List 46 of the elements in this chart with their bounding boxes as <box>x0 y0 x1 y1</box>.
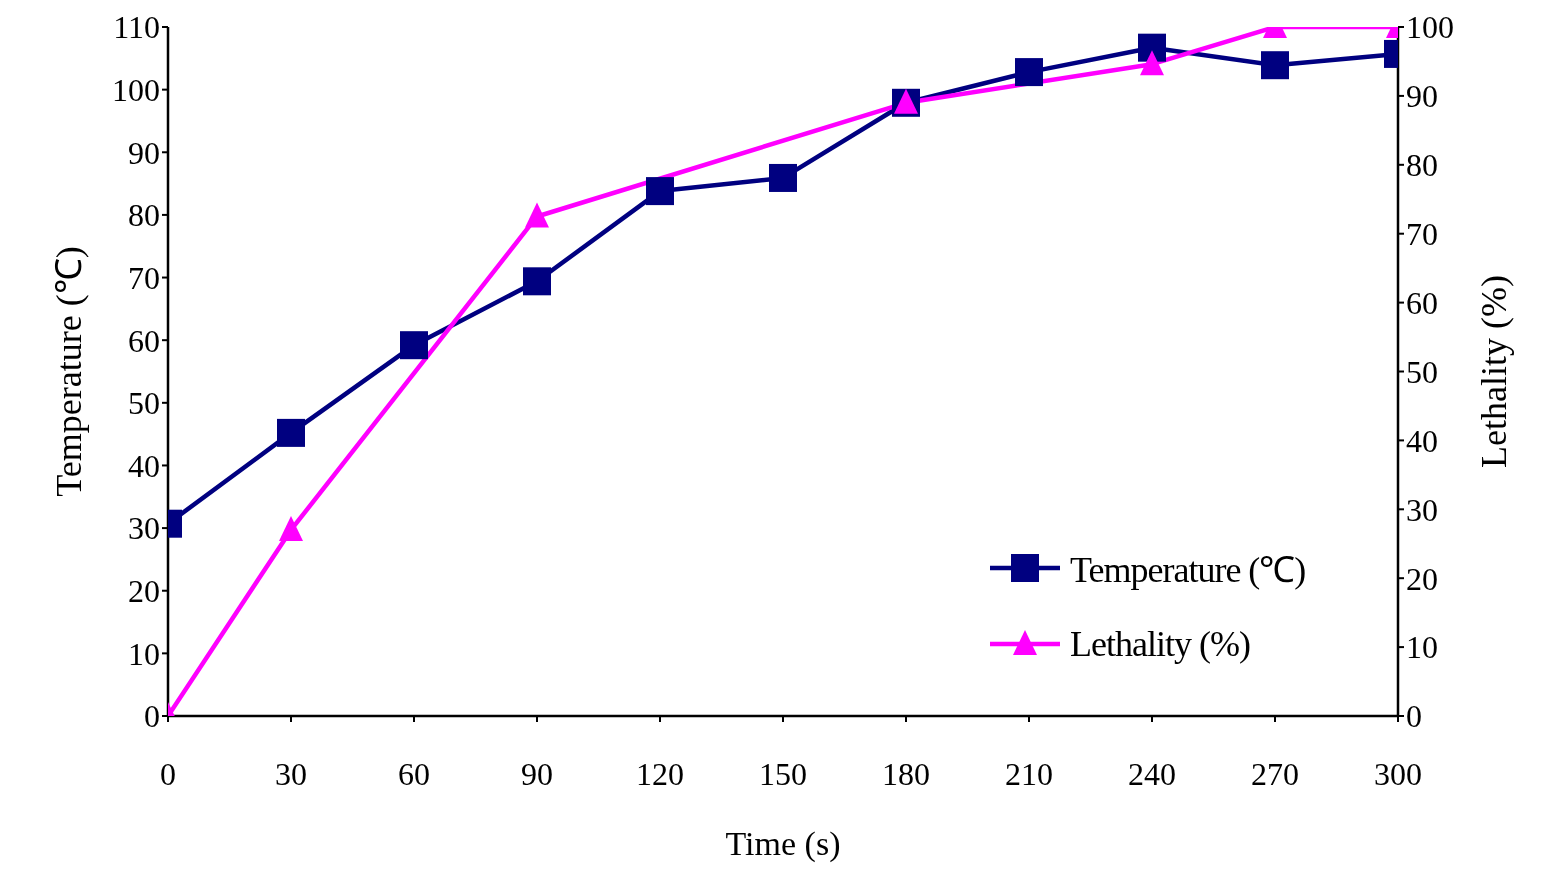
legend-label: Lethality (%) <box>1070 623 1250 665</box>
y2-tick-label: 0 <box>1406 698 1422 735</box>
y-tick-label: 20 <box>128 573 160 610</box>
y2-tick-label: 10 <box>1406 629 1438 666</box>
y2-tick-label: 60 <box>1406 284 1438 321</box>
x-tick-label: 120 <box>636 755 684 792</box>
x-tick-label: 60 <box>398 755 430 792</box>
legend-label: Temperature (℃) <box>1070 548 1306 592</box>
y2-tick-label: 30 <box>1406 491 1438 528</box>
x-tick-label: 150 <box>759 755 807 792</box>
y-tick-label: 100 <box>112 72 160 108</box>
y-tick-label: 10 <box>128 635 160 672</box>
y2-axis-title: Lethality (%) <box>1473 275 1514 468</box>
y2-tick-label: 20 <box>1406 560 1438 597</box>
point <box>769 163 797 192</box>
y2-tick-label: 70 <box>1406 216 1438 253</box>
y-tick-label: 0 <box>144 698 160 735</box>
x-axis-title: Time (s) <box>725 825 841 864</box>
y-tick-label: 30 <box>128 510 160 547</box>
y2-tick-label: 80 <box>1406 147 1438 184</box>
point <box>523 267 551 296</box>
point <box>646 177 674 206</box>
x-tick-label: 270 <box>1251 755 1299 792</box>
x-tick-label: 210 <box>1005 755 1053 792</box>
y-tick-label: 40 <box>128 447 160 484</box>
point <box>277 418 305 447</box>
point <box>1015 58 1043 87</box>
point <box>1138 33 1166 62</box>
y-tick-label: 50 <box>128 385 160 422</box>
y-tick-label: 60 <box>128 322 160 359</box>
y-tick-label: 110 <box>113 9 160 46</box>
x-tick-label: 180 <box>882 755 930 792</box>
x-tick-label: 90 <box>521 755 553 792</box>
y2-tick-label: 90 <box>1406 78 1438 115</box>
x-tick-label: 30 <box>275 755 307 792</box>
x-tick-label: 300 <box>1374 755 1422 792</box>
point <box>1261 51 1289 80</box>
y2-tick-label: 50 <box>1406 353 1438 390</box>
y2-tick-label: 40 <box>1406 422 1438 459</box>
y-tick-label: 80 <box>128 197 160 234</box>
point <box>400 331 428 360</box>
y2-tick-label: 100 <box>1406 9 1454 46</box>
x-tick-label: 240 <box>1128 755 1176 792</box>
y-axis-title: Temperature (℃) <box>48 246 89 497</box>
y-tick-label: 90 <box>128 134 160 171</box>
y-tick-label: 70 <box>128 259 160 296</box>
